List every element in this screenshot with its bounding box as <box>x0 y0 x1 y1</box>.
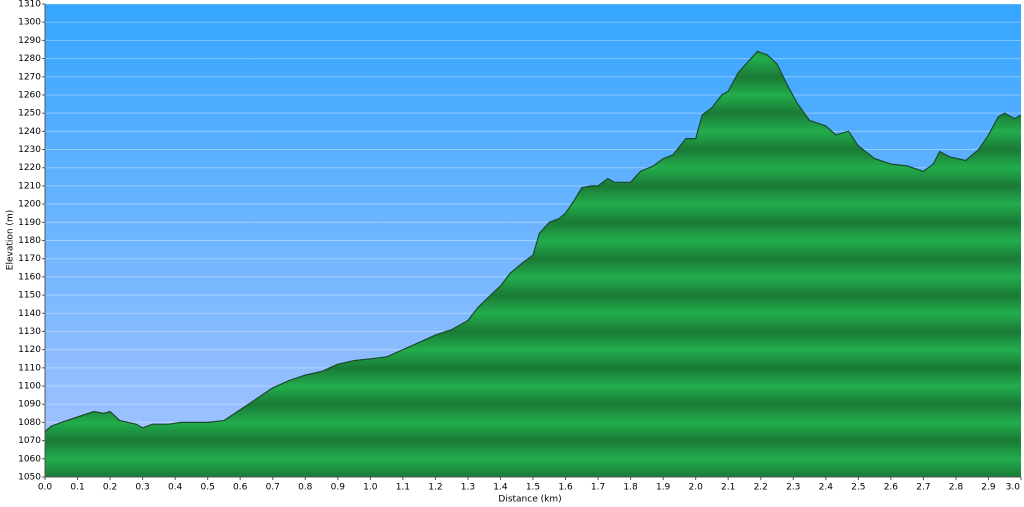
x-tick-label: 1.4 <box>493 483 508 493</box>
profile-line <box>44 50 1022 432</box>
x-tick-label: 2.5 <box>851 483 865 493</box>
y-tick-label: 1080 <box>18 418 41 428</box>
y-tick-label: 1050 <box>18 473 41 483</box>
y-tick-label: 1110 <box>18 363 41 373</box>
x-tick-label: 2.0 <box>689 483 704 493</box>
x-tick-label: 1.5 <box>526 483 540 493</box>
y-tick-label: 1190 <box>18 218 41 228</box>
y-tick-label: 1100 <box>18 382 41 392</box>
x-tick-label: 0.1 <box>70 483 84 493</box>
x-tick-label: 1.7 <box>591 483 605 493</box>
y-tick-label: 1240 <box>18 127 41 137</box>
x-tick-label: 1.1 <box>396 483 410 493</box>
x-axis-title: Distance (km) <box>498 495 561 505</box>
y-tick-label: 1220 <box>18 163 41 173</box>
x-tick-label: 2.4 <box>819 483 834 493</box>
x-tick-label: 1.6 <box>558 483 573 493</box>
x-tick-label: 3.0 <box>1006 483 1021 493</box>
y-tick-label: 1070 <box>18 436 41 446</box>
x-tick-label: 1.2 <box>428 483 442 493</box>
x-tick-label: 2.2 <box>754 483 768 493</box>
x-tick-label: 1.0 <box>363 483 378 493</box>
y-tick-label: 1200 <box>18 200 41 210</box>
x-tick-label: 0.9 <box>331 483 346 493</box>
x-tick-label: 0.0 <box>38 483 53 493</box>
y-tick-label: 1130 <box>18 327 41 337</box>
y-tick-label: 1300 <box>18 18 41 28</box>
y-tick-label: 1270 <box>18 72 41 82</box>
y-tick-label: 1290 <box>18 36 41 46</box>
y-tick-label: 1180 <box>18 236 41 246</box>
x-tick-label: 0.7 <box>266 483 280 493</box>
x-tick-label: 2.3 <box>786 483 800 493</box>
y-tick-label: 1160 <box>18 272 41 282</box>
x-tick-label: 2.1 <box>721 483 735 493</box>
x-tick-label: 0.6 <box>233 483 248 493</box>
x-tick-label: 0.8 <box>298 483 313 493</box>
x-tick-label: 1.8 <box>623 483 638 493</box>
area <box>45 51 1021 478</box>
x-tick-label: 0.3 <box>135 483 149 493</box>
x-tick-label: 0.2 <box>103 483 117 493</box>
x-tick-label: 1.3 <box>461 483 475 493</box>
x-tick-label: 2.9 <box>981 483 996 493</box>
x-tick-label: 2.7 <box>916 483 930 493</box>
x-tick-label: 0.5 <box>201 483 215 493</box>
x-tick-label: 2.8 <box>949 483 964 493</box>
y-tick-label: 1310 <box>18 0 41 10</box>
y-tick-label: 1250 <box>18 109 41 119</box>
y-axis-title: Elevation (m) <box>6 210 16 270</box>
y-tick-label: 1120 <box>18 345 41 355</box>
y-tick-label: 1060 <box>18 454 41 464</box>
y-tick-label: 1230 <box>18 145 41 155</box>
y-tick-label: 1280 <box>18 54 41 64</box>
y-tick-label: 1140 <box>18 309 41 319</box>
x-tick-label: 2.6 <box>884 483 899 493</box>
y-tick-label: 1260 <box>18 90 41 100</box>
y-tick-label: 1090 <box>18 400 41 410</box>
y-tick-label: 1170 <box>18 254 41 264</box>
x-tick-label: 1.9 <box>656 483 671 493</box>
x-tick-label: 0.4 <box>168 483 183 493</box>
y-tick-label: 1150 <box>18 291 41 301</box>
y-tick-label: 1210 <box>18 181 41 191</box>
